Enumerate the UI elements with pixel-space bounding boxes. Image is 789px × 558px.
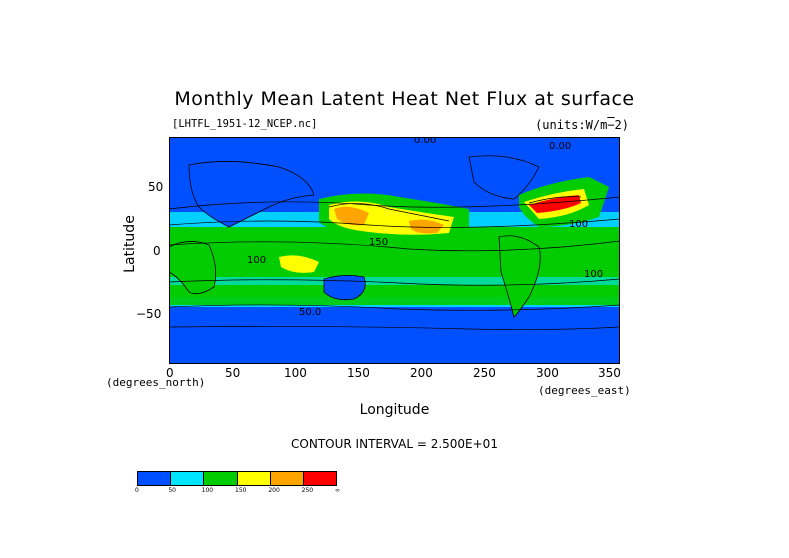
y-axis-label: Latitude xyxy=(122,215,138,273)
x-tick-label: 0 xyxy=(166,366,174,380)
legend-tick-label: 200 xyxy=(268,487,280,494)
y-unit-label: (degrees_north) xyxy=(106,376,206,389)
file-label: [LHTFL_1951-12_NCEP.nc] xyxy=(172,118,318,130)
central-pacific-orange xyxy=(409,219,444,234)
contour-interval-label: CONTOUR INTERVAL = 2.500E+01 xyxy=(291,437,498,451)
gulf-stream-red xyxy=(529,195,581,213)
antarctic-region xyxy=(169,332,620,364)
chart-title: Monthly Mean Latent Heat Net Flux at sur… xyxy=(174,88,635,110)
contour-line xyxy=(169,325,620,331)
south-america-continent xyxy=(498,235,541,318)
legend-tick-label: 100 xyxy=(201,487,214,494)
north-pacific-orange xyxy=(334,206,369,226)
x-tick-label: 200 xyxy=(410,366,433,380)
legend-swatch xyxy=(303,472,337,485)
legend-swatch xyxy=(237,472,271,485)
plot-frame xyxy=(169,137,620,364)
units-label: (units:W/m−2) xyxy=(535,118,629,132)
legend-swatch xyxy=(204,472,238,485)
x-tick-label: 150 xyxy=(347,366,370,380)
contour-label: 0.00 xyxy=(549,141,571,152)
map-plot: 0.00 0.00 150 100 100 100 50.0 xyxy=(169,137,620,364)
legend-tick-label: 0 xyxy=(135,487,139,494)
legend-swatch xyxy=(171,472,205,485)
north-america-continent xyxy=(468,155,540,200)
southern-green-belt xyxy=(169,287,620,305)
contour-line xyxy=(169,240,620,252)
color-legend xyxy=(137,471,337,486)
y-tick-label: −50 xyxy=(136,307,162,321)
contour-label: 150 xyxy=(369,237,388,248)
southern-cyan-belt xyxy=(169,277,620,285)
x-unit-label: (degrees_east) xyxy=(538,384,631,397)
contour-lines xyxy=(169,196,620,331)
contour-label: 100 xyxy=(584,269,603,280)
x-tick-label: 100 xyxy=(284,366,307,380)
contour-label: 0.00 xyxy=(414,137,436,146)
indian-ocean-yellow xyxy=(279,255,319,273)
x-tick-label: 350 xyxy=(598,366,621,380)
legend-tick-label: 50 xyxy=(168,487,176,494)
contour-line xyxy=(169,304,620,311)
contour-line xyxy=(169,196,620,210)
x-tick-label: 250 xyxy=(473,366,496,380)
legend-tick-label: 250 xyxy=(301,487,314,494)
australia-continent xyxy=(323,275,366,301)
contour-line xyxy=(169,278,620,286)
legend-swatch xyxy=(138,472,172,485)
contour-line xyxy=(528,196,582,204)
x-tick-label: 50 xyxy=(225,366,241,380)
contour-label: 100 xyxy=(247,255,266,266)
legend-tick-label: 150 xyxy=(235,487,247,494)
legend-tick-label: ∞ xyxy=(335,487,340,494)
x-axis-label: Longitude xyxy=(359,402,430,418)
y-tick-label: 50 xyxy=(148,180,164,194)
contour-line xyxy=(169,218,620,228)
contour-label: 50.0 xyxy=(299,307,321,318)
legend-swatch xyxy=(270,472,304,485)
eurasia-continent xyxy=(188,161,315,228)
contour-line xyxy=(328,203,450,222)
contour-label: 100 xyxy=(569,219,588,230)
x-tick-label: 300 xyxy=(536,366,559,380)
y-tick-label: 0 xyxy=(153,244,161,258)
